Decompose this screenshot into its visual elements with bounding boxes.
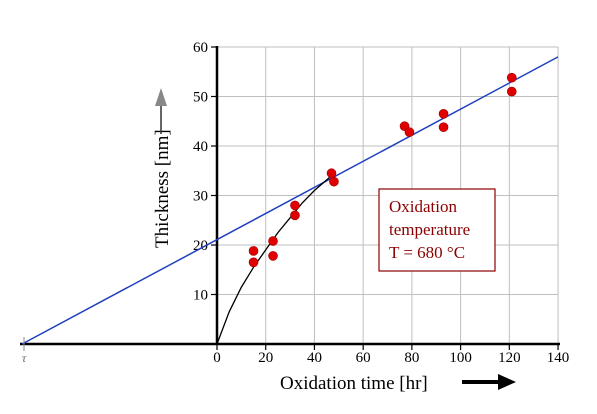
x-tick-label-2: 40 [307, 350, 322, 366]
y-axis-title: Thickness [nm] [152, 129, 173, 248]
y-axis-arrow-icon [155, 88, 167, 134]
y-tick-label-4: 50 [193, 90, 208, 106]
data-point-13 [506, 86, 517, 97]
data-point-7 [329, 176, 339, 187]
annotation-box: Oxidation temperature T = 680 °C [378, 188, 496, 272]
data-point-5 [290, 210, 300, 221]
x-tick-label-4: 80 [404, 350, 419, 366]
x-ticks: 0 20 40 60 80 100 120 140 [213, 344, 569, 366]
x-tick-label-1: 20 [258, 350, 273, 366]
x-axis-title: Oxidation time [hr] [280, 373, 428, 394]
y-tick-label-2: 30 [193, 189, 208, 205]
x-tick-label-0: 0 [213, 350, 221, 366]
data-points [248, 72, 517, 268]
data-point-6 [326, 168, 337, 179]
data-point-1 [248, 257, 259, 268]
x-axis-arrow-icon [462, 374, 516, 390]
data-point-2 [268, 236, 278, 246]
y-tick-label-5: 60 [193, 40, 208, 56]
data-point-0 [248, 246, 259, 256]
annotation-line-3: T = 680 °C [389, 243, 465, 262]
data-point-3 [268, 251, 278, 261]
annotation-line-2: temperature [389, 220, 470, 239]
y-tick-label-0: 10 [193, 288, 208, 304]
annotation-border [378, 188, 496, 272]
x-tick-label-6: 120 [498, 350, 521, 366]
data-point-12 [506, 72, 517, 83]
x-tick-label-3: 60 [356, 350, 371, 366]
tau-marker: τ [22, 337, 27, 365]
y-tick-label-3: 40 [193, 139, 208, 155]
data-point-9 [404, 127, 415, 137]
x-tick-label-7: 140 [547, 350, 570, 366]
tau-label: τ [22, 351, 27, 365]
data-point-11 [438, 122, 449, 132]
linear-fit [21, 56, 559, 345]
data-point-4 [290, 200, 300, 211]
fit-line [21, 56, 559, 345]
data-point-10 [438, 109, 449, 119]
annotation-line-1: Oxidation [389, 197, 457, 216]
x-tick-label-5: 100 [449, 350, 472, 366]
